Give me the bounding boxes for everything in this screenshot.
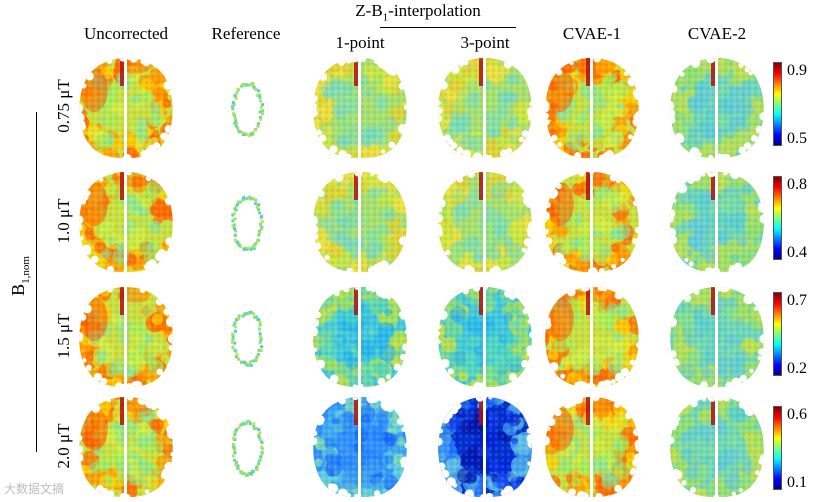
brain-map-r2-c3 <box>313 172 407 272</box>
colorbar-row-2 <box>773 176 782 260</box>
row-label-2-0: 2.0 μT <box>54 423 73 469</box>
brain-map-r3-c5 <box>545 287 639 387</box>
header-underline <box>380 27 516 28</box>
row-label-0-75: 0.75 μT <box>54 79 73 133</box>
watermark: 大数据文摘 <box>4 482 65 496</box>
colorbar-3-min: 0.2 <box>787 360 807 377</box>
header-cvae-1: CVAE-1 <box>562 24 622 43</box>
brain-map-r3-c1 <box>79 287 173 387</box>
axis-bracket-line <box>36 112 37 452</box>
brain-map-r1-c4 <box>438 58 532 158</box>
brain-map-r3-c3 <box>313 287 407 387</box>
colorbar-4-min: 0.1 <box>787 474 807 491</box>
colorbar-row-4 <box>773 406 782 490</box>
brain-map-r1-c5 <box>545 58 639 158</box>
colorbar-2-max: 0.8 <box>787 176 807 193</box>
brain-map-r2-c5 <box>545 172 639 272</box>
brain-map-r1-c6 <box>670 58 764 158</box>
header-cvae-2: CVAE-2 <box>687 24 747 43</box>
brain-map-r4-c4 <box>438 397 532 497</box>
brain-map-r4-c3 <box>313 397 407 497</box>
header-3-point: 3-point <box>460 33 510 52</box>
brain-map-r3-c4 <box>438 287 532 387</box>
colorbar-3-max: 0.7 <box>787 292 807 309</box>
colorbar-2-min: 0.4 <box>787 244 807 261</box>
colorbar-4-max: 0.6 <box>787 406 807 423</box>
brain-map-r1-c2 <box>231 82 265 138</box>
axis-label-b1nom: B1,nom <box>8 256 32 296</box>
brain-map-r2-c4 <box>438 172 532 272</box>
brain-map-r4-c5 <box>545 397 639 497</box>
brain-map-r4-c1 <box>79 397 173 497</box>
row-label-1-5: 1.5 μT <box>54 313 73 359</box>
header-reference: Reference <box>211 24 281 43</box>
brain-map-r2-c6 <box>670 172 764 272</box>
brain-map-r1-c3 <box>313 58 407 158</box>
colorbar-row-3 <box>773 292 782 376</box>
header-uncorrected: Uncorrected <box>83 24 169 43</box>
colorbar-1-min: 0.5 <box>787 130 807 147</box>
header-zb1-interpolation: Z-B1-interpolation <box>355 1 481 24</box>
colorbar-row-1 <box>773 62 782 146</box>
brain-map-r1-c1 <box>79 58 173 158</box>
header-1-point: 1-point <box>335 33 385 52</box>
row-label-1-0: 1.0 μT <box>54 198 73 244</box>
colorbar-1-max: 0.9 <box>787 62 807 79</box>
brain-map-r4-c2 <box>231 419 264 478</box>
brain-map-r3-c6 <box>670 287 764 387</box>
brain-map-r4-c6 <box>670 397 764 497</box>
brain-map-r3-c2 <box>230 310 264 367</box>
brain-map-r2-c1 <box>79 172 173 272</box>
brain-map-r2-c2 <box>231 195 264 251</box>
